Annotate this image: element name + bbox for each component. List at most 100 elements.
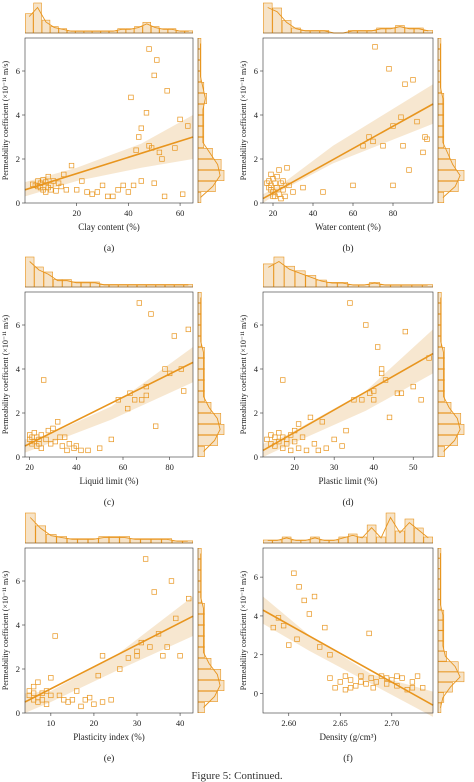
- data-point: [424, 136, 430, 142]
- x-axis-label: Water content (%): [315, 222, 381, 232]
- chart-panel-4: 0 2 4 6 20 30 40 50 Plastic limit (%) Permeabilit…: [239, 256, 465, 508]
- data-point: [136, 134, 142, 140]
- data-point: [73, 443, 79, 449]
- data-point: [38, 445, 44, 451]
- x-tick-label: 20: [72, 208, 81, 218]
- data-point: [177, 116, 183, 123]
- data-point: [30, 690, 37, 696]
- data-point: [383, 681, 390, 687]
- data-point: [138, 178, 144, 184]
- regression-line: [262, 352, 434, 452]
- data-point: [99, 653, 106, 659]
- data-point: [156, 149, 163, 156]
- panel-label: (f): [343, 753, 353, 764]
- data-point: [173, 615, 179, 622]
- data-point: [402, 328, 408, 335]
- y-tick-label: 2: [16, 664, 20, 674]
- panel-label: (c): [104, 497, 115, 508]
- data-point: [400, 143, 406, 149]
- y-axis-label: Permeability coefficient (×10⁻¹¹ m/s): [239, 570, 248, 690]
- marginal-x-density: [28, 6, 189, 32]
- y-tick-label: 0: [16, 198, 20, 208]
- data-point: [82, 697, 88, 703]
- x-tick-label: 60: [349, 208, 358, 218]
- data-point: [48, 187, 54, 193]
- data-point: [79, 178, 85, 184]
- x-tick-label: 40: [309, 208, 318, 218]
- regression-line: [24, 136, 194, 191]
- data-point: [327, 652, 333, 658]
- data-point: [288, 447, 294, 454]
- x-axis-label: Liquid limit (%): [80, 476, 139, 486]
- marginal-y-density: [200, 553, 221, 708]
- data-point: [110, 193, 116, 200]
- data-point: [386, 414, 393, 421]
- confidence-band: [263, 329, 433, 457]
- data-point: [115, 187, 121, 193]
- chart-panel-2: 0 2 4 6 20 40 60 80 Water content (%) Permeabilit…: [239, 2, 465, 254]
- data-point: [276, 430, 282, 436]
- data-point: [95, 672, 101, 679]
- data-point: [370, 685, 376, 691]
- y-tick-label: 0: [254, 452, 258, 462]
- data-point: [278, 195, 284, 202]
- data-point: [64, 447, 70, 454]
- panel-label: (e): [104, 753, 115, 764]
- data-point: [108, 436, 114, 443]
- data-point: [420, 685, 426, 691]
- data-point: [134, 648, 140, 655]
- data-point: [52, 438, 58, 445]
- regression-line: [262, 103, 434, 200]
- marginal-y-density: [440, 553, 461, 708]
- data-point: [148, 311, 154, 317]
- y-axis-label: Permeability coefficient (×10⁻¹¹ m/s): [1, 60, 10, 180]
- data-point: [394, 673, 400, 679]
- data-point: [276, 438, 282, 445]
- x-tick-label: 2.70: [384, 718, 399, 728]
- data-point: [45, 173, 51, 180]
- data-point: [390, 123, 396, 129]
- data-point: [280, 445, 286, 451]
- data-point: [26, 688, 32, 694]
- y-tick-label: 6: [16, 66, 20, 76]
- data-point: [363, 681, 369, 687]
- x-axis-label: Density (g/cm³): [320, 732, 377, 742]
- data-point: [125, 405, 131, 412]
- y-axis-label: Permeability coefficient (×10⁻¹¹ m/s): [1, 570, 10, 690]
- data-point: [359, 397, 365, 403]
- x-tick-label: 60: [176, 208, 185, 218]
- y-tick-label: 2: [254, 408, 258, 418]
- data-point: [390, 182, 396, 189]
- plot-frame: [24, 291, 194, 458]
- data-point: [343, 427, 349, 434]
- x-tick-label: 30: [330, 462, 339, 472]
- data-point: [300, 184, 306, 191]
- x-tick-label: 10: [47, 718, 56, 728]
- data-point: [160, 653, 166, 659]
- data-point: [154, 57, 160, 63]
- y-tick-label: 2: [16, 154, 20, 164]
- x-tick-label: 20: [269, 208, 278, 218]
- data-point: [420, 149, 426, 156]
- data-point: [311, 441, 318, 447]
- data-point: [291, 570, 297, 576]
- data-point: [117, 666, 123, 672]
- panel-label: (b): [342, 243, 353, 254]
- data-point: [409, 679, 416, 685]
- data-point: [414, 118, 420, 125]
- data-point: [410, 383, 416, 390]
- x-tick-label: 60: [119, 462, 128, 472]
- marginal-y-density: [200, 43, 221, 198]
- y-tick-label: 6: [254, 572, 258, 582]
- data-point: [414, 673, 421, 679]
- data-point: [372, 44, 378, 50]
- data-point: [280, 178, 286, 184]
- y-tick-label: 2: [254, 650, 258, 660]
- data-point: [138, 125, 144, 131]
- x-tick-label: 80: [389, 208, 398, 218]
- data-point: [74, 688, 80, 694]
- y-tick-label: 0: [16, 708, 20, 718]
- data-point: [332, 685, 338, 691]
- data-point: [371, 388, 377, 394]
- data-point: [280, 377, 286, 383]
